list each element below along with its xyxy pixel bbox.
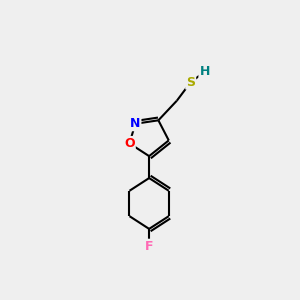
Text: H: H: [200, 65, 210, 78]
Text: S: S: [186, 76, 195, 89]
Text: N: N: [130, 117, 140, 130]
Text: F: F: [145, 240, 153, 253]
Text: O: O: [124, 137, 135, 150]
